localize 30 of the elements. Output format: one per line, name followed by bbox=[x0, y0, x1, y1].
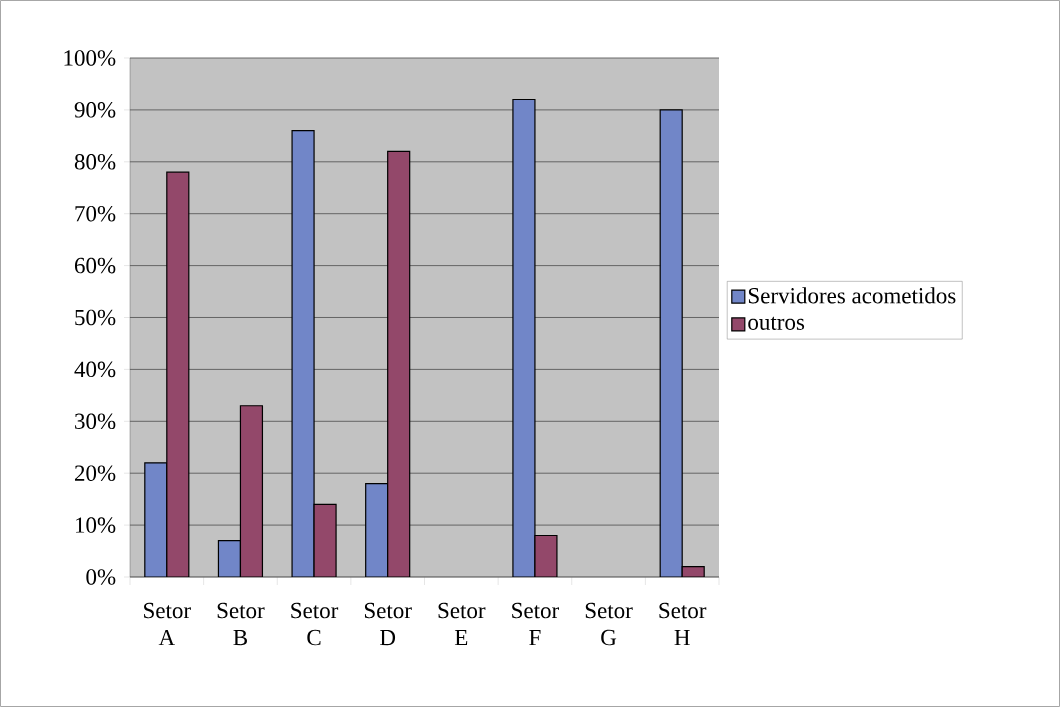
x-tick-label: Setor C bbox=[291, 602, 339, 646]
y-tick-label: 50% bbox=[75, 309, 116, 326]
y-tick-label: 60% bbox=[74, 257, 116, 274]
bar bbox=[217, 540, 242, 577]
x-tick-label: Setor G bbox=[585, 602, 633, 646]
y-tick-label: 70% bbox=[75, 205, 116, 222]
y-tick-label: 30% bbox=[75, 413, 116, 430]
y-tick-label: 90% bbox=[74, 102, 116, 118]
x-tick-label: Setor B bbox=[217, 602, 265, 646]
x-tick-label: Setor E bbox=[438, 602, 486, 646]
legend-label: outros bbox=[748, 316, 805, 330]
y-tick-label: 80% bbox=[74, 153, 116, 170]
bar bbox=[659, 109, 683, 577]
x-tick-label: Setor H bbox=[659, 602, 707, 646]
y-tick-label: 100% bbox=[64, 50, 116, 66]
bar bbox=[365, 482, 389, 577]
y-tick-label: 20% bbox=[74, 465, 116, 481]
x-tick-label: Setor F bbox=[512, 602, 560, 646]
bar bbox=[387, 150, 411, 577]
y-tick-label: 40% bbox=[74, 361, 116, 378]
x-tick-label: Setor D bbox=[364, 602, 412, 646]
y-tick-label: 10% bbox=[75, 517, 116, 533]
bar bbox=[166, 171, 190, 577]
legend-label: Servidores acometidos bbox=[748, 287, 956, 304]
bar bbox=[239, 405, 264, 577]
x-tick-label: Setor A bbox=[144, 602, 191, 646]
bar bbox=[512, 98, 536, 577]
bar bbox=[291, 130, 315, 577]
y-tick-label: 0% bbox=[86, 569, 116, 585]
bar bbox=[144, 462, 168, 577]
